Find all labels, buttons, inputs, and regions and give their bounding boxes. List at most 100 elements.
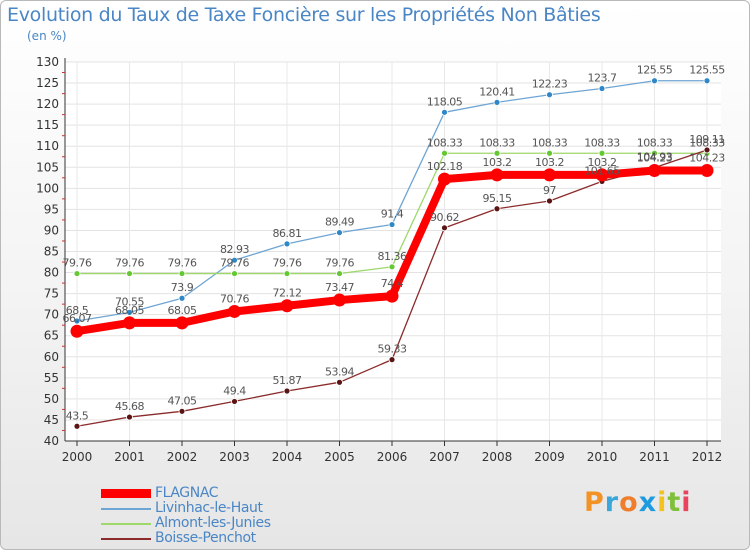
logo-letter: r bbox=[604, 487, 620, 518]
y-tick-label: 90 bbox=[44, 223, 59, 237]
data-point bbox=[126, 308, 133, 316]
y-tick-label: 85 bbox=[44, 245, 59, 259]
data-point bbox=[123, 316, 136, 330]
data-point bbox=[648, 164, 661, 178]
data-label: 108.33 bbox=[427, 136, 463, 149]
x-tick-label: 2002 bbox=[167, 450, 198, 464]
data-label: 104.23 bbox=[689, 152, 725, 165]
y-tick-label: 75 bbox=[44, 287, 59, 301]
data-point bbox=[231, 270, 238, 277]
data-point bbox=[70, 324, 84, 338]
data-label: 103.2 bbox=[535, 156, 564, 169]
data-point bbox=[283, 270, 291, 277]
legend-label: FLAGNAC bbox=[155, 485, 219, 501]
data-point bbox=[178, 407, 186, 415]
x-tick-label: 2004 bbox=[272, 450, 303, 464]
data-label: 45.68 bbox=[115, 400, 144, 413]
data-point bbox=[546, 91, 553, 99]
data-point bbox=[595, 168, 609, 182]
y-tick-label: 130 bbox=[36, 55, 59, 69]
data-point bbox=[441, 224, 448, 232]
data-label: 79.76 bbox=[63, 257, 92, 270]
data-label: 79.76 bbox=[273, 257, 302, 270]
chart-legend: FLAGNAC Livinhac-le-Haut Almont-les-Junies… bbox=[101, 486, 271, 546]
x-tick-label: 2005 bbox=[324, 450, 355, 464]
y-tick-label: 60 bbox=[44, 350, 59, 364]
data-point bbox=[280, 299, 294, 313]
y-tick-label: 50 bbox=[44, 392, 59, 406]
data-label: 81.36 bbox=[378, 250, 407, 263]
data-label: 108.33 bbox=[532, 136, 568, 149]
logo-letter: i bbox=[681, 487, 692, 518]
y-tick-label: 45 bbox=[44, 413, 59, 427]
data-label: 103.2 bbox=[483, 156, 512, 169]
data-label: 104.93 bbox=[637, 151, 673, 164]
data-label: 109.11 bbox=[689, 133, 725, 146]
legend-item: Boisse-Penchot bbox=[101, 531, 271, 546]
x-tick-label: 2000 bbox=[62, 450, 93, 464]
legend-item: Livinhac-le-Haut bbox=[101, 501, 271, 516]
data-point bbox=[388, 263, 396, 271]
data-point bbox=[336, 378, 343, 386]
y-tick-label: 55 bbox=[44, 371, 59, 385]
legend-label: Boisse-Penchot bbox=[155, 530, 256, 546]
x-tick-label: 2011 bbox=[639, 450, 670, 464]
x-tick-label: 2007 bbox=[429, 450, 460, 464]
legend-item: Almont-les-Junies bbox=[101, 516, 271, 531]
y-tick-label: 70 bbox=[44, 308, 59, 322]
data-label: 47.05 bbox=[168, 394, 197, 407]
logo-letter: x bbox=[638, 487, 658, 518]
y-tick-label: 100 bbox=[36, 181, 59, 195]
data-point bbox=[703, 77, 711, 85]
data-label: 43.5 bbox=[66, 409, 89, 422]
data-label: 66.07 bbox=[63, 312, 92, 325]
data-point bbox=[651, 149, 658, 157]
chart-title: Evolution du Taux de Taxe Foncière sur l… bbox=[7, 4, 601, 26]
data-point bbox=[493, 205, 501, 213]
data-label: 72.12 bbox=[273, 287, 302, 300]
y-tick-label: 110 bbox=[36, 139, 59, 153]
data-label: 49.4 bbox=[223, 384, 246, 397]
data-point bbox=[385, 289, 399, 303]
data-point bbox=[231, 398, 238, 405]
legend-swatch bbox=[101, 537, 151, 540]
data-label: 91.4 bbox=[381, 208, 404, 221]
data-label: 108.33 bbox=[689, 136, 725, 149]
logo-letter: P bbox=[584, 487, 605, 518]
x-tick-label: 2003 bbox=[219, 450, 250, 464]
data-label: 53.94 bbox=[325, 365, 354, 378]
data-point bbox=[333, 293, 346, 307]
data-point bbox=[546, 149, 553, 157]
data-label: 74.4 bbox=[381, 277, 404, 290]
data-point bbox=[388, 221, 396, 228]
data-point bbox=[126, 413, 133, 421]
proxiti-logo: Proxiti bbox=[584, 487, 692, 518]
data-label: 79.76 bbox=[325, 257, 354, 270]
data-label: 68.05 bbox=[115, 304, 144, 317]
data-label: 79.76 bbox=[115, 257, 144, 270]
legend-swatch bbox=[101, 522, 151, 525]
y-tick-label: 125 bbox=[36, 76, 59, 90]
data-label: 70.76 bbox=[220, 292, 249, 305]
logo-letter: t bbox=[667, 487, 682, 518]
data-label: 122.23 bbox=[532, 78, 568, 91]
data-point bbox=[598, 149, 606, 157]
y-tick-label: 40 bbox=[44, 434, 59, 448]
y-tick-label: 105 bbox=[36, 160, 59, 174]
x-tick-label: 2006 bbox=[377, 450, 408, 464]
data-label: 125.55 bbox=[637, 64, 673, 77]
data-label: 108.33 bbox=[479, 136, 515, 149]
data-point bbox=[73, 422, 81, 430]
data-label: 101.65 bbox=[584, 164, 620, 177]
x-tick-label: 2009 bbox=[534, 450, 565, 464]
legend-label: Livinhac-le-Haut bbox=[155, 500, 263, 516]
data-point bbox=[73, 317, 81, 325]
data-label: 120.41 bbox=[479, 85, 515, 98]
y-axis-unit-label: (en %) bbox=[27, 29, 67, 43]
data-label: 108.33 bbox=[637, 136, 673, 149]
data-label: 79.76 bbox=[220, 257, 249, 270]
data-label: 82.93 bbox=[220, 243, 249, 256]
legend-item: FLAGNAC bbox=[101, 486, 271, 501]
data-label: 95.15 bbox=[483, 192, 512, 205]
data-point bbox=[703, 146, 711, 154]
